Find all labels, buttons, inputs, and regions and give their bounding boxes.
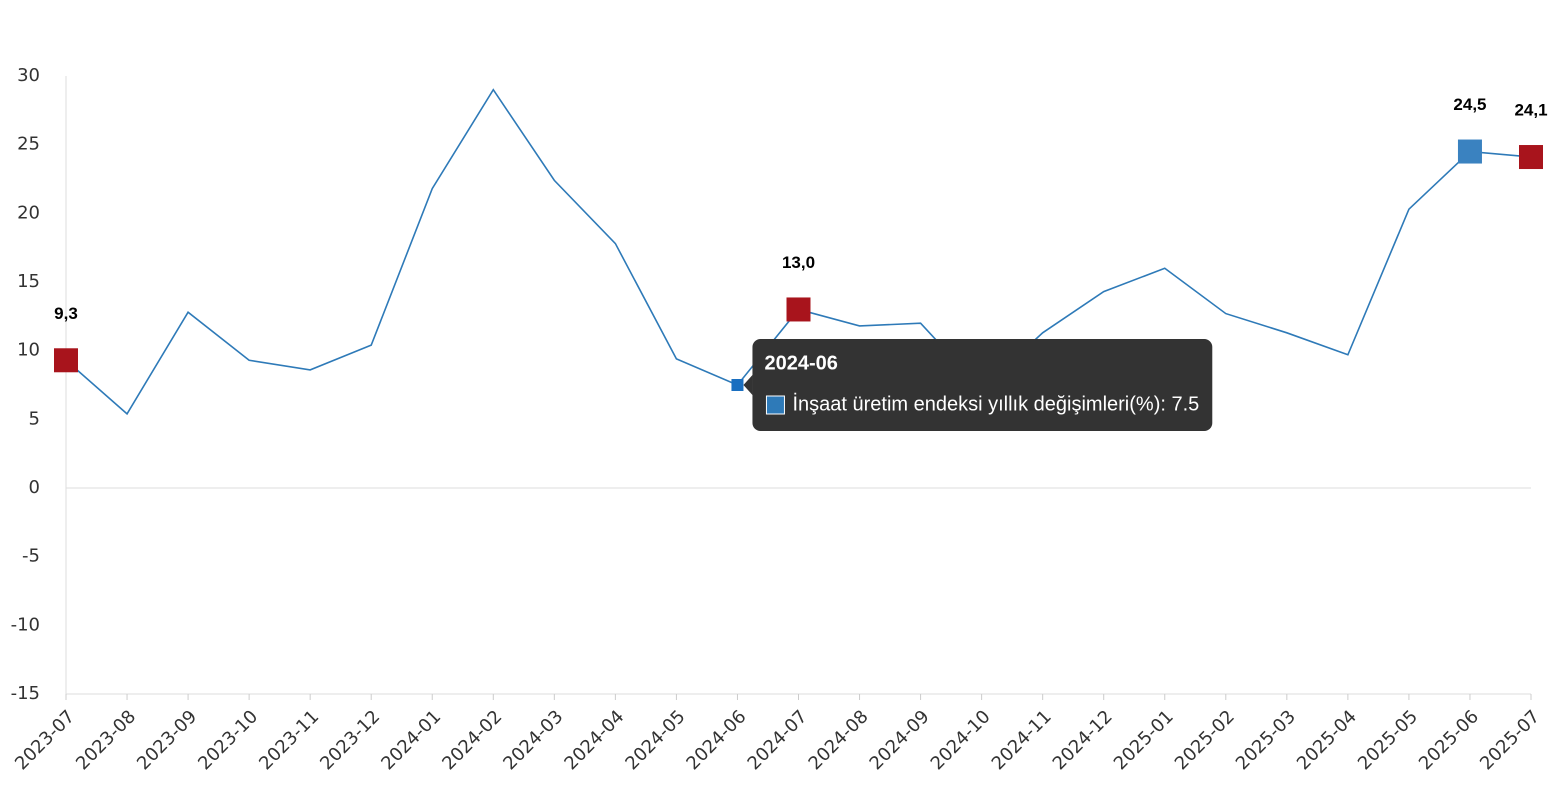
tooltip-title: 2024-06 <box>764 352 837 374</box>
x-tick-label: 2024-05 <box>621 706 689 774</box>
data-marker <box>1519 145 1543 170</box>
x-tick-label: 2023-11 <box>255 706 323 774</box>
tooltip-text: İnşaat üretim endeksi yıllık değişimleri… <box>792 392 1199 415</box>
x-tick-label: 2025-01 <box>1110 706 1178 774</box>
tooltip: İnşaat üretim endeksi yıllık değişimleri… <box>743 339 1213 431</box>
x-tick-label: 2024-01 <box>377 706 445 774</box>
x-tick-label: 2025-04 <box>1293 706 1361 774</box>
data-marker <box>54 348 78 373</box>
data-label: 13,0 <box>782 253 815 272</box>
data-marker <box>1457 139 1482 164</box>
tooltip-swatch <box>765 395 785 415</box>
x-tick-label: 2025-03 <box>1232 706 1300 774</box>
x-tick-label: 2024-12 <box>1049 706 1117 774</box>
y-tick-label: 0 <box>29 477 40 498</box>
x-tick-label: 2025-06 <box>1415 706 1483 774</box>
data-label: 24,1 <box>1514 101 1547 120</box>
data-label: 9,3 <box>54 304 78 323</box>
x-tick-label: 2025-05 <box>1354 706 1422 774</box>
x-tick-label: 2025-02 <box>1171 706 1239 774</box>
x-tick-label: 2023-10 <box>194 706 262 774</box>
y-tick-label: 5 <box>29 408 40 429</box>
y-tick-label: 30 <box>17 65 40 86</box>
y-tick-label: 15 <box>17 271 40 292</box>
x-tick-label: 2025-07 <box>1476 706 1544 774</box>
x-tick-label: 2024-04 <box>560 706 628 774</box>
y-tick-label: -5 <box>22 546 40 567</box>
x-tick-label: 2023-07 <box>11 706 79 774</box>
y-tick-label: -10 <box>11 614 40 635</box>
x-tick-label: 2023-12 <box>316 706 384 774</box>
x-tick-label: 2024-06 <box>682 706 750 774</box>
x-tick-label: 2024-10 <box>927 706 995 774</box>
tooltip-pointer <box>743 375 753 395</box>
data-label: 24,5 <box>1453 95 1486 114</box>
y-tick-label: 25 <box>17 134 40 155</box>
x-tick-label: 2024-09 <box>866 706 934 774</box>
x-tick-label: 2023-09 <box>133 706 201 774</box>
x-tick-label: 2024-08 <box>805 706 873 774</box>
tooltip-box <box>752 339 1213 431</box>
x-tick-label: 2024-02 <box>438 706 506 774</box>
hover-marker <box>731 379 744 391</box>
data-marker <box>786 297 811 322</box>
y-tick-label: -15 <box>11 683 40 704</box>
y-tick-label: 10 <box>17 340 40 361</box>
x-tick-label: 2024-03 <box>499 706 567 774</box>
x-tick-label: 2024-11 <box>988 706 1056 774</box>
y-tick-label: 20 <box>17 202 40 223</box>
x-tick-label: 2024-07 <box>744 706 812 774</box>
x-tick-label: 2023-08 <box>72 706 140 774</box>
